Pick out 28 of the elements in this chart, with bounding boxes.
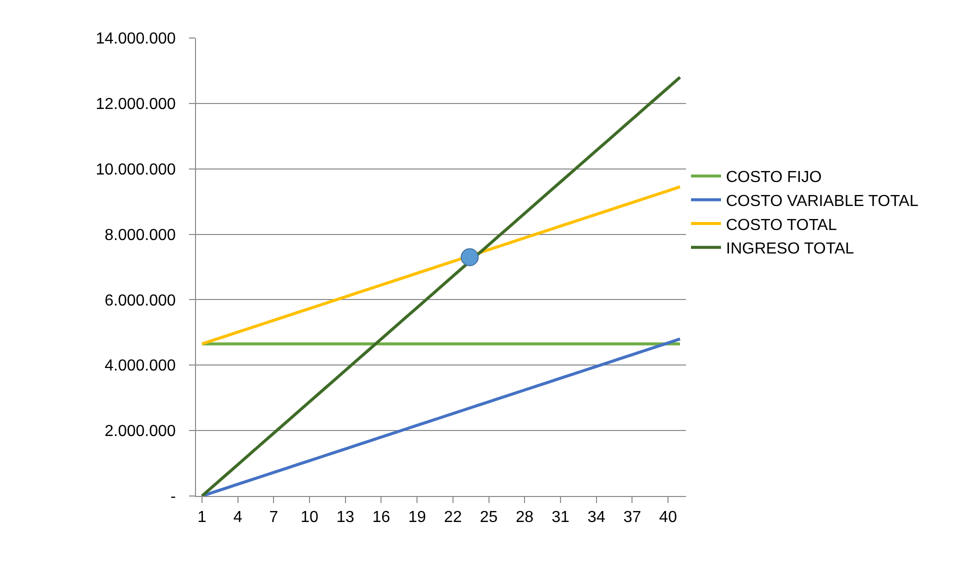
x-tick-label: 4	[233, 509, 242, 526]
x-tick-label: 13	[336, 509, 354, 526]
legend-label: INGRESO TOTAL	[726, 240, 854, 258]
legend-label: COSTO TOTAL	[726, 216, 837, 234]
x-tick-label: 16	[372, 509, 390, 526]
x-tick-label: 31	[552, 509, 570, 526]
x-tick-label: 28	[516, 509, 534, 526]
y-tick-label: 6.000.000	[104, 292, 176, 310]
line-series	[200, 185, 682, 346]
y-tick-label: 2.000.000	[104, 423, 176, 440]
x-tick-label: 22	[444, 509, 462, 526]
x-tick-label: 34	[587, 509, 606, 526]
y-tick-label: -	[170, 488, 176, 506]
y-tick-label: 12.000.000	[96, 96, 176, 114]
legend-label: COSTO VARIABLE TOTAL	[726, 192, 918, 210]
x-tick-label: 7	[269, 509, 278, 526]
line-series	[200, 76, 682, 496]
y-tick-label: 10.000.000	[96, 161, 176, 178]
x-tick-label: 1	[198, 509, 207, 526]
x-tick-label: 10	[300, 509, 319, 526]
y-tick-label: 14.000.000	[96, 30, 176, 48]
y-tick-label: 4.000.000	[104, 358, 176, 375]
x-tick-label: 19	[408, 509, 426, 526]
y-tick-label: 8.000.000	[104, 226, 176, 244]
x-tick-label: 25	[480, 509, 498, 526]
x-tick-label: 37	[623, 509, 642, 526]
legend-label: COSTO FIJO	[726, 169, 822, 186]
x-tick-label: 40	[659, 509, 678, 526]
